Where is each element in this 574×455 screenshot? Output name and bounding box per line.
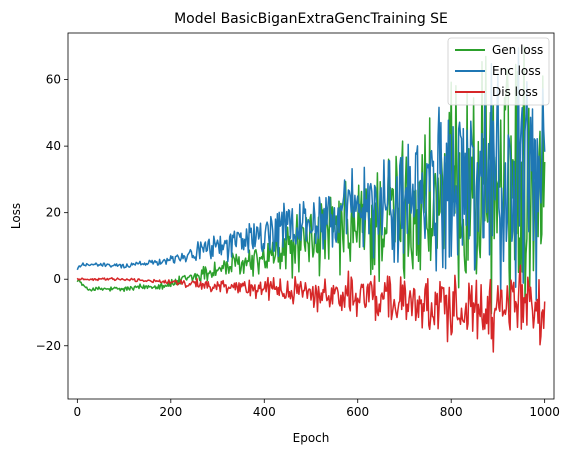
legend-label: Gen loss xyxy=(492,43,543,57)
legend-items: Gen loss Enc loss Dis loss xyxy=(455,43,543,99)
plot-area xyxy=(67,32,555,400)
y-axis-label: Loss xyxy=(9,203,23,229)
y-tick-label: −20 xyxy=(36,339,61,353)
series-line-dis-loss xyxy=(76,264,546,353)
legend: Gen loss Enc loss Dis loss xyxy=(447,37,550,106)
axes-frame xyxy=(67,32,555,400)
legend-label: Enc loss xyxy=(492,64,541,78)
y-tick-label: 60 xyxy=(46,73,61,87)
chart-title: Model BasicBiganExtraGencTraining SE xyxy=(174,11,448,27)
y-tick-label: 20 xyxy=(46,206,61,220)
x-tick-label: 0 xyxy=(74,405,82,419)
x-tick-label: 1000 xyxy=(529,405,560,419)
series-line-enc-loss xyxy=(76,47,546,302)
x-axis-label: Epoch xyxy=(293,431,330,445)
x-tick-label: 800 xyxy=(440,405,463,419)
x-tick-label: 400 xyxy=(253,405,276,419)
legend-box xyxy=(447,37,550,106)
legend-label: Dis loss xyxy=(492,85,538,99)
y-axis-ticks: −20 0 20 40 60 xyxy=(36,73,68,353)
series-lines xyxy=(76,46,546,353)
x-tick-label: 200 xyxy=(159,405,182,419)
x-tick-label: 600 xyxy=(346,405,369,419)
x-axis-ticks: 0 200 400 600 800 1000 xyxy=(74,399,560,419)
y-tick-label: 0 xyxy=(53,272,61,286)
y-tick-label: 40 xyxy=(46,139,61,153)
